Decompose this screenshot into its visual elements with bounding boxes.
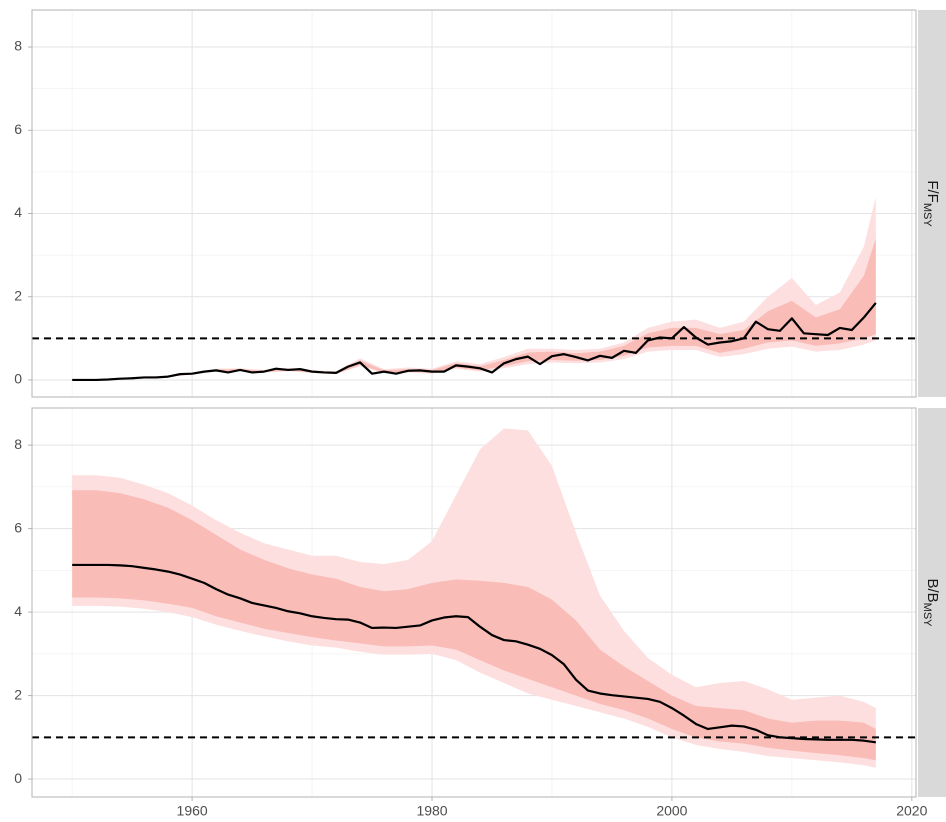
uncertainty-band bbox=[72, 238, 876, 380]
y-tick-label: 6 bbox=[14, 519, 22, 535]
panel-border bbox=[31, 9, 917, 398]
facet-label: B/BMSY bbox=[921, 578, 941, 627]
facet-label-sub: MSY bbox=[921, 203, 933, 228]
panel-border bbox=[31, 407, 917, 798]
y-tick-label: 8 bbox=[14, 38, 22, 54]
y-tick-label: 2 bbox=[14, 686, 22, 702]
y-tick-label: 0 bbox=[14, 371, 22, 387]
facet-label-sub: MSY bbox=[921, 603, 933, 628]
facet-label-main: F/F bbox=[924, 180, 941, 203]
uncertainty-band bbox=[72, 490, 876, 761]
facet-strip bbox=[918, 408, 946, 797]
data-line bbox=[72, 563, 876, 744]
x-tick-label: 1980 bbox=[416, 803, 447, 819]
y-tick-label: 4 bbox=[14, 603, 22, 619]
y-tick-label: 8 bbox=[14, 436, 22, 452]
x-tick-label: 2020 bbox=[896, 803, 927, 819]
x-tick-label: 2000 bbox=[656, 803, 687, 819]
data-line bbox=[72, 302, 877, 382]
facet-strip bbox=[918, 10, 946, 397]
y-tick-label: 4 bbox=[14, 204, 22, 220]
facet-label-main: B/B bbox=[924, 578, 941, 602]
y-tick-label: 6 bbox=[14, 121, 22, 137]
x-tick-label: 1960 bbox=[177, 803, 208, 819]
y-tick-label: 0 bbox=[14, 770, 22, 786]
facet-label: F/FMSY bbox=[921, 180, 941, 227]
y-tick-label: 2 bbox=[14, 287, 22, 303]
